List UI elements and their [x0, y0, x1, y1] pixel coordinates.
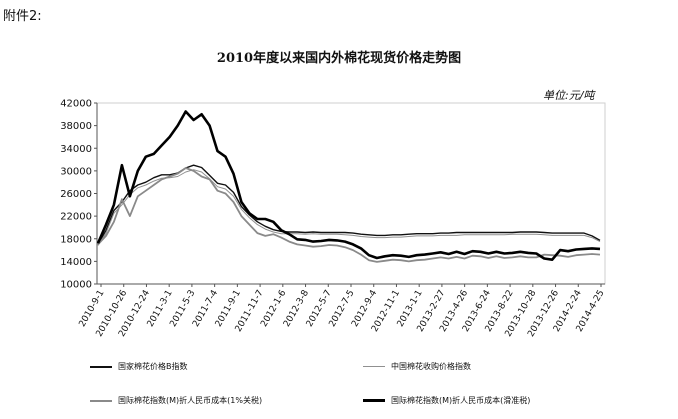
series-line-purchase-index — [97, 169, 601, 246]
y-tick-label: 10000 — [60, 280, 92, 291]
y-axis: 10000 14000 18000 22000 26000 30000 34000 38000… — [60, 99, 98, 291]
legend-item-purchase-index: 中国棉花收购价格指数 — [363, 361, 471, 372]
series-line-intl-1pct — [97, 167, 601, 263]
series-line-intl-sliding — [96, 110, 601, 262]
y-tick-label: 22000 — [60, 212, 92, 223]
y-tick-label: 42000 — [60, 99, 92, 110]
attachment-label: 附件2: — [3, 9, 42, 24]
x-axis: 2010-9-12010-10-262010-12-242011-3-12011… — [78, 283, 607, 339]
chart-title: 2010年度以来国内外棉花现货价格走势图 — [216, 51, 462, 66]
legend-label-intl-1pct: 国际棉花指数(M)折人民币成本(1%关税) — [118, 396, 263, 405]
y-tick-label: 38000 — [60, 121, 92, 132]
y-tick-label: 18000 — [60, 234, 92, 245]
legend-swatch-b-index — [90, 365, 112, 368]
y-tick-label: 34000 — [60, 144, 92, 155]
unit-label: 单位:元/吨 — [543, 89, 595, 102]
legend-item-b-index: 国家棉花价格B指数 — [90, 361, 188, 372]
legend-swatch-intl-sliding — [363, 399, 385, 402]
series-lines — [96, 110, 601, 263]
legend-label-purchase-index: 中国棉花收购价格指数 — [391, 362, 471, 371]
y-tick-label: 26000 — [60, 189, 92, 200]
y-tick-label: 30000 — [60, 166, 92, 177]
legend-label-b-index: 国家棉花价格B指数 — [118, 362, 188, 371]
y-tick-label: 14000 — [60, 257, 92, 268]
legend-swatch-purchase-index — [363, 366, 385, 367]
legend-swatch-intl-1pct — [90, 399, 112, 402]
legend-label-intl-sliding: 国际棉花指数(M)折人民币成本(滑准税) — [391, 396, 531, 405]
legend-item-intl-sliding: 国际棉花指数(M)折人民币成本(滑准税) — [363, 395, 530, 406]
legend-item-intl-1pct: 国际棉花指数(M)折人民币成本(1%关税) — [90, 395, 262, 406]
